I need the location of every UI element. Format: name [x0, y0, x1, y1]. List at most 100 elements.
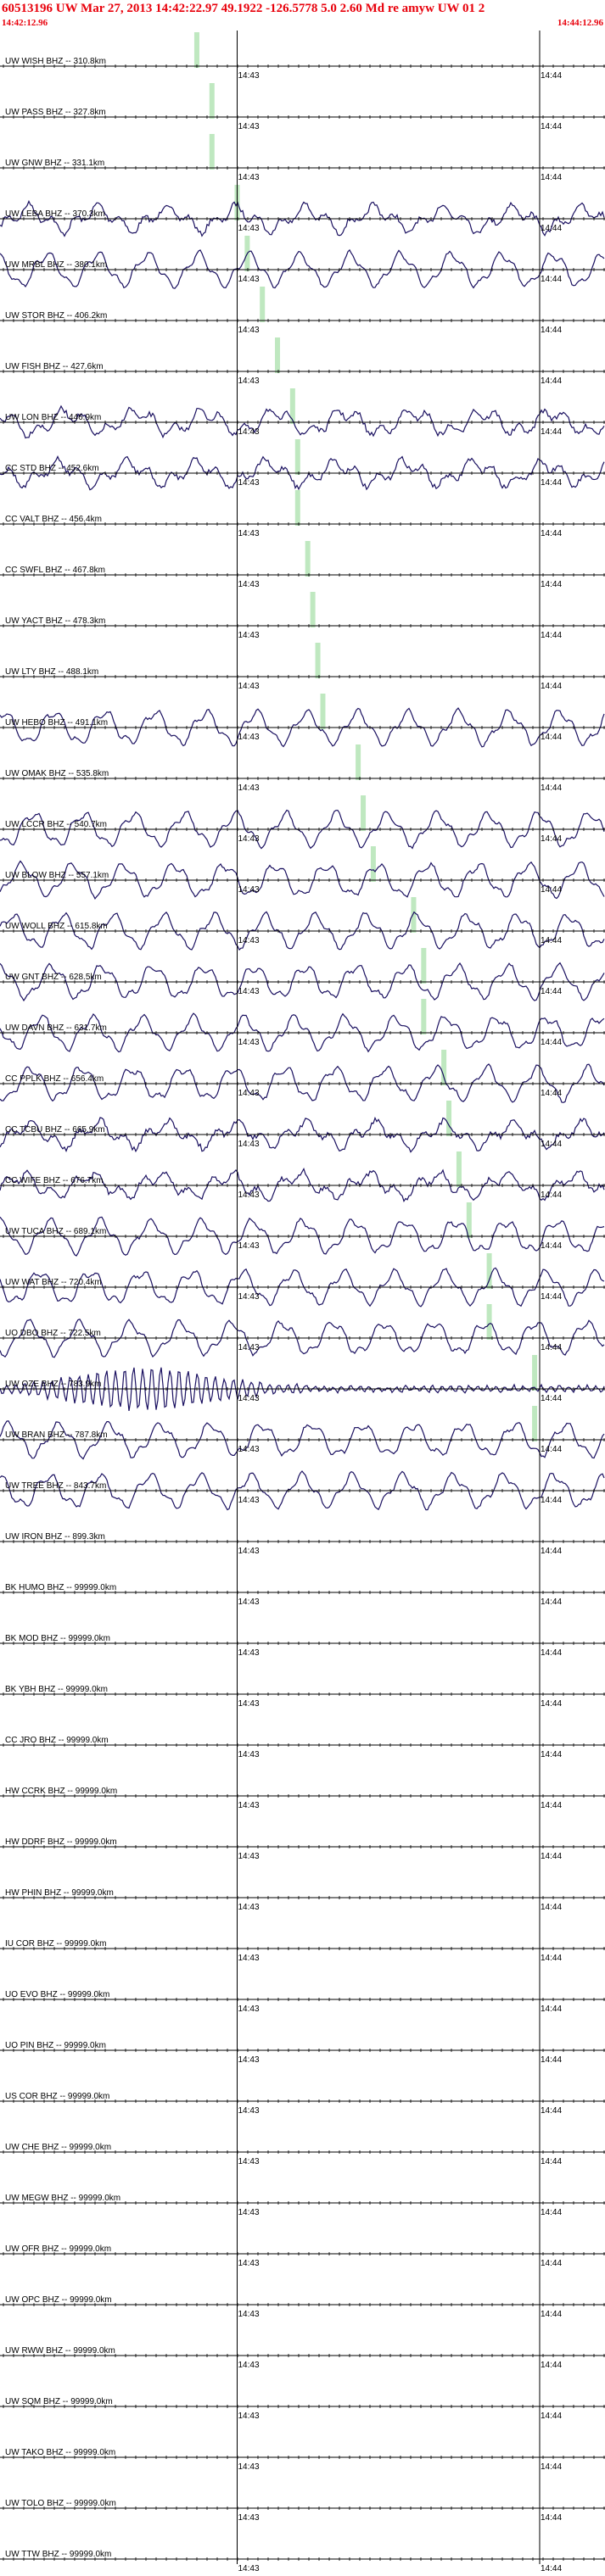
tick-label: 14:44: [541, 71, 562, 81]
tick-label: 14:44: [541, 2310, 562, 2319]
pick-marker: [310, 592, 316, 627]
channel-row: 14:43 14:44 UW OZE BHZ -- 783.9km: [0, 1338, 605, 1411]
channel-label: UW RWW BHZ -- 99999.0km: [5, 2346, 115, 2356]
trace-line: [0, 1216, 605, 1257]
tick-label: 14:44: [541, 1597, 562, 1607]
pick-marker: [486, 1304, 492, 1340]
channel-row: 14:43 14:44 UW OPC BHZ -- 99999.0km: [0, 2254, 605, 2319]
channel-label: UW BLOW BHZ -- 557.1km: [5, 871, 109, 880]
channel-row: 14:43 14:44 UW WAT BHZ -- 720.4km: [0, 1236, 605, 1308]
tick-label: 14:43: [238, 529, 259, 538]
trace-line: [0, 1012, 605, 1053]
channel-label: CC SWFL BHZ -- 467.8km: [5, 566, 105, 575]
tick-label: 14:43: [238, 1597, 259, 1607]
channel-row: 14:43 14:44 HW PHIN BHZ -- 99999.0km: [0, 1847, 605, 1912]
channel-row: 14:43 14:44 UW CHE BHZ -- 99999.0km: [0, 2101, 605, 2166]
channel-row: 14:43 14:44 UW IRON BHZ -- 899.3km: [0, 1491, 605, 1556]
tick-label: 14:43: [238, 275, 259, 284]
pick-marker: [305, 541, 311, 577]
channel-label: HW PHIN BHZ -- 99999.0km: [5, 1888, 114, 1898]
trace-line: [0, 911, 605, 951]
tick-label: 14:43: [238, 1648, 259, 1658]
channel-row: 14:43 14:44 UW FISH BHZ -- 427.6km: [0, 321, 605, 386]
pick-marker: [486, 1253, 492, 1289]
plot-header: 60513196 UW Mar 27, 2013 14:42:22.97 49.…: [0, 0, 605, 31]
tick-label: 14:43: [238, 1801, 259, 1810]
tick-label: 14:43: [238, 1445, 259, 1454]
tick-label: 14:44: [541, 2004, 562, 2014]
tick-label: 14:43: [238, 783, 259, 793]
pick-marker: [193, 32, 199, 68]
channel-label: UW HEBO BHZ -- 491.1km: [5, 718, 108, 728]
pick-marker: [315, 643, 321, 678]
pick-marker: [289, 388, 295, 424]
channel-row: 14:43 14:44 CC VALT BHZ -- 456.4km: [0, 473, 605, 538]
channel-label: BK HUMO BHZ -- 99999.0km: [5, 1583, 116, 1592]
tick-label: 14:44: [541, 1241, 562, 1251]
channel-row: 14:43 14:44 UO DBO BHZ -- 722.5km: [0, 1287, 605, 1358]
channel-label: UW PASS BHZ -- 327.8km: [5, 108, 106, 117]
channel-row: 14:43 14:44 UW GNW BHZ -- 331.1km: [0, 117, 605, 182]
tick-label: 14:43: [238, 1394, 259, 1403]
trace-line: [0, 809, 605, 850]
tick-label: 14:43: [238, 733, 259, 742]
tick-label: 14:44: [541, 1801, 562, 1810]
tick-label: 14:43: [238, 1140, 259, 1149]
trace-line: [0, 199, 605, 237]
tick-label: 14:43: [238, 987, 259, 996]
channel-row: 14:43 14:44 CC SWFL BHZ -- 467.8km: [0, 524, 605, 589]
channel-label: CC WIFE BHZ -- 676.7km: [5, 1176, 104, 1185]
tick-label: 14:44: [541, 1496, 562, 1505]
trace-line: [0, 1267, 605, 1308]
tick-label: 14:44: [541, 2412, 562, 2421]
channel-row: 14:43 14:44 UW LON BHZ -- 446.9km: [0, 371, 605, 439]
channel-label: UW GNT BHZ -- 628.5km: [5, 973, 102, 982]
tick-label: 14:44: [541, 427, 562, 437]
trace-line: [0, 1470, 605, 1511]
channel-label: CC VALT BHZ -- 456.4km: [5, 515, 102, 524]
channel-row: 14:43 14:44 BK MOD BHZ -- 99999.0km: [0, 1592, 605, 1658]
window-end-time: 14:44:12.96: [557, 18, 603, 28]
tick-label: 14:43: [238, 173, 259, 182]
tick-label: 14:44: [541, 326, 562, 335]
window-start-time: 14:42:12.96: [2, 18, 48, 28]
tick-label: 14:43: [238, 71, 259, 81]
channel-label: IU COR BHZ -- 99999.0km: [5, 1939, 106, 1949]
tick-label: 14:44: [541, 376, 562, 386]
tick-label: 14:44: [541, 2361, 562, 2370]
tick-label: 14:44: [541, 122, 562, 131]
channel-row: 14:43 14:44 UW RWW BHZ -- 99999.0km: [0, 2305, 605, 2370]
trace-line: [0, 455, 605, 491]
tick-label: 14:43: [238, 326, 259, 335]
tick-label: 14:44: [541, 783, 562, 793]
channel-row: 14:43 14:44 UW HEBO BHZ -- 491.1km: [0, 677, 605, 748]
channel-row: 14:43 14:44 UO EVO BHZ -- 99999.0km: [0, 1949, 605, 2014]
channel-row: 14:43 14:44 CC TCBU BHZ -- 665.9km: [0, 1084, 605, 1153]
tick-label: 14:43: [238, 2513, 259, 2523]
tick-label: 14:43: [238, 2310, 259, 2319]
tick-label: 14:43: [238, 1190, 259, 1200]
channel-label: UW OMAK BHZ -- 535.8km: [5, 769, 109, 778]
trace-line: [0, 860, 605, 900]
pick-marker: [209, 134, 215, 170]
tick-label: 14:43: [238, 885, 259, 895]
channel-label: UO EVO BHZ -- 99999.0km: [5, 1990, 109, 1999]
tick-label: 14:43: [238, 2106, 259, 2116]
tick-label: 14:44: [541, 1089, 562, 1098]
tick-label: 14:43: [238, 427, 259, 437]
pick-marker: [441, 1050, 447, 1085]
channel-label: UW WOLL BHZ -- 615.8km: [5, 922, 108, 931]
pick-marker: [532, 1355, 538, 1391]
pick-marker: [466, 1202, 472, 1238]
channel-row: 14:43 14:44 UW MRBL BHZ -- 380.1km: [0, 219, 605, 289]
tick-label: 14:44: [541, 2106, 562, 2116]
tick-label: 14:43: [238, 2564, 259, 2573]
channel-row: 14:43 14:44 UW LCCR BHZ -- 540.7km: [0, 778, 605, 850]
event-title: 60513196 UW Mar 27, 2013 14:42:22.97 49.…: [2, 2, 485, 15]
tick-label: 14:43: [238, 682, 259, 691]
trace-line: [0, 707, 605, 748]
channel-row: 14:43 14:44 UW BLOW BHZ -- 557.1km: [0, 829, 605, 900]
tick-label: 14:44: [541, 2055, 562, 2065]
channel-row: 14:43 14:44 US COR BHZ -- 99999.0km: [0, 2050, 605, 2116]
